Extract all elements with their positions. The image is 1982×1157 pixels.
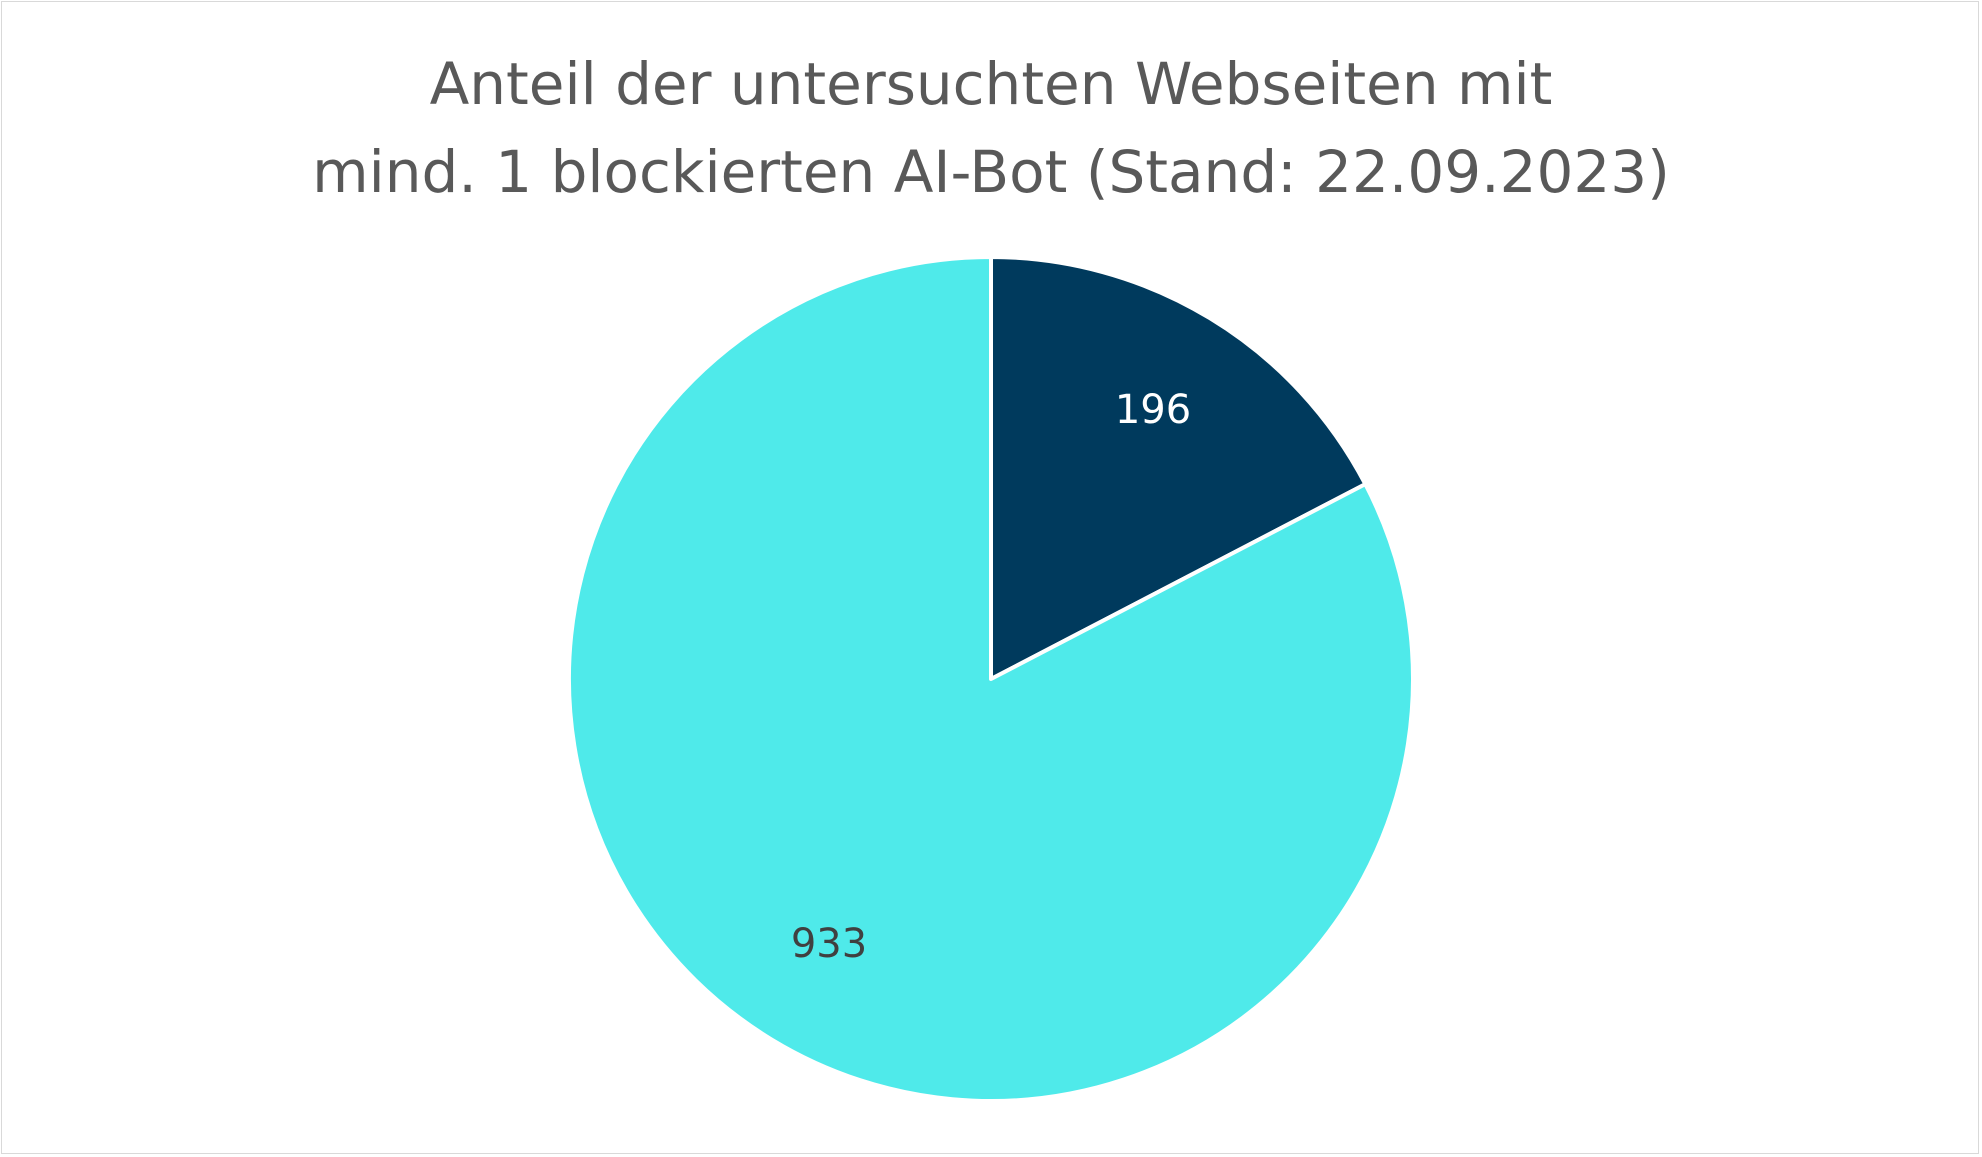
chart-title-line-2: mind. 1 blockierten AI-Bot (Stand: 22.09…	[312, 138, 1670, 206]
data-label-196: 196	[1115, 387, 1191, 433]
pie-slice-933	[567, 255, 1415, 1103]
data-label-933: 933	[791, 921, 867, 967]
chart-title: Anteil der untersuchten Webseiten mit mi…	[0, 40, 1982, 216]
pie-slice-196	[989, 255, 1368, 681]
chart-title-line-1: Anteil der untersuchten Webseiten mit	[429, 50, 1553, 118]
